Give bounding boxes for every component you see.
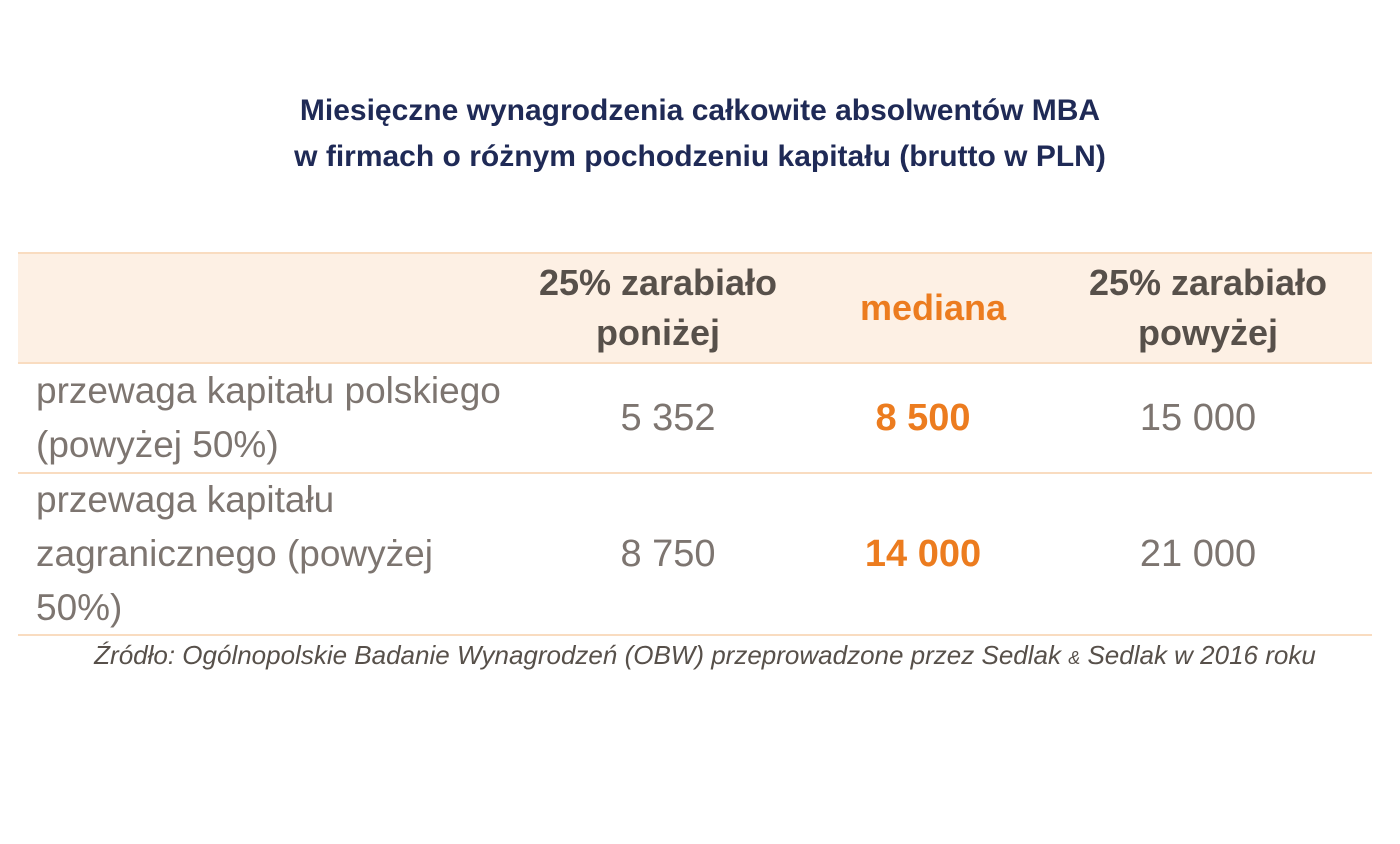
source-text-end: Sedlak w 2016 roku — [1080, 640, 1316, 670]
table-header-row: 25% zarabiało poniżej mediana 25% zarabi… — [18, 252, 1372, 364]
header-25-below: 25% zarabiało poniżej — [508, 254, 808, 362]
row-label: przewaga kapitału polskiego (powyżej 50%… — [36, 370, 501, 465]
salary-table: 25% zarabiało poniżej mediana 25% zarabi… — [18, 252, 1372, 636]
row-label: przewaga kapitału zagranicznego (powyżej… — [36, 479, 433, 628]
title-line-1: Miesięczne wynagrodzenia całkowite absol… — [299, 94, 1101, 127]
header-25-above-line2: powyżej — [1137, 312, 1279, 353]
header-25-below-line1: 25% zarabiało — [538, 262, 778, 303]
value-median: 14 000 — [864, 532, 982, 575]
header-25-above: 25% zarabiało powyżej — [1058, 254, 1358, 362]
value-below: 5 352 — [620, 396, 716, 439]
value-below: 8 750 — [620, 532, 716, 575]
header-median: mediana — [859, 287, 1007, 328]
value-median: 8 500 — [875, 396, 971, 439]
source-text-start: Źródło: Ogólnopolskie Badanie Wynagrodze… — [94, 640, 1069, 670]
source-note: Źródło: Ogólnopolskie Badanie Wynagrodze… — [40, 636, 1370, 677]
page-title: Miesięczne wynagrodzenia całkowite absol… — [0, 88, 1400, 180]
source-ampersand: & — [1068, 648, 1081, 668]
title-line-2: w firmach o różnym pochodzeniu kapitału … — [294, 140, 1106, 173]
header-25-below-line2: poniżej — [596, 312, 720, 353]
value-above: 15 000 — [1139, 396, 1257, 439]
table-row: przewaga kapitału polskiego (powyżej 50%… — [18, 364, 1372, 474]
table-row: przewaga kapitału zagranicznego (powyżej… — [18, 474, 1372, 636]
header-25-above-line1: 25% zarabiało — [1088, 262, 1328, 303]
value-above: 21 000 — [1139, 532, 1257, 575]
